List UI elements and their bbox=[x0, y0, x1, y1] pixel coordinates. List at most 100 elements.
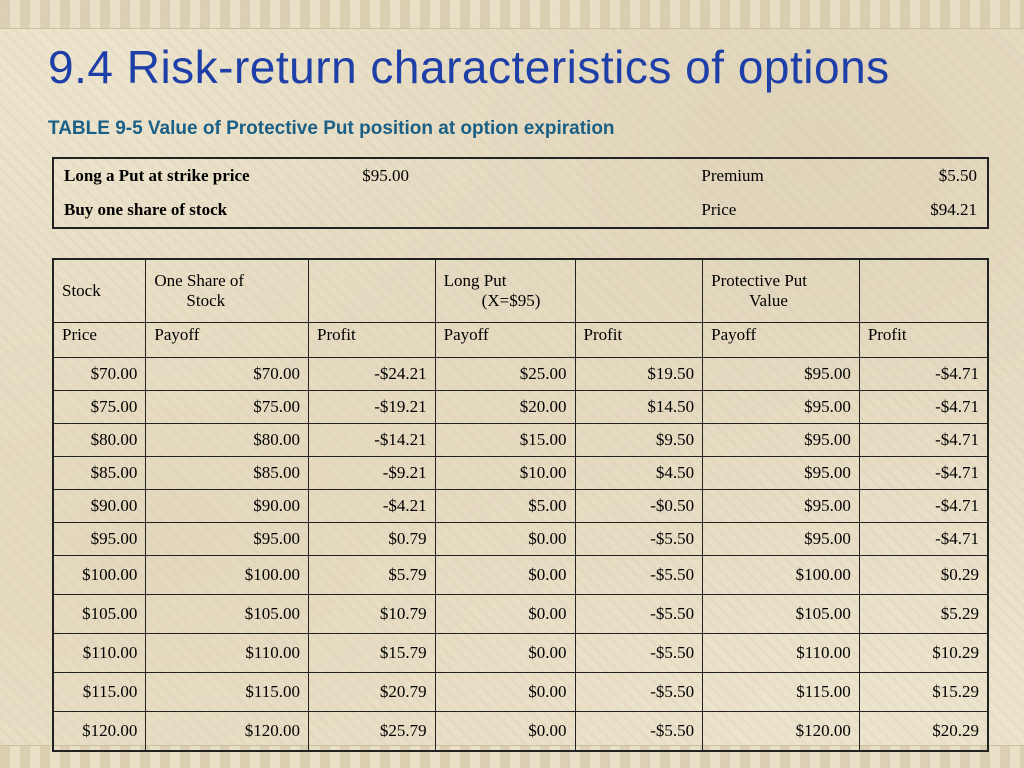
table-cell: -$4.71 bbox=[858, 357, 989, 391]
table-cell: $95.00 bbox=[52, 522, 147, 556]
header-empty-1 bbox=[307, 258, 436, 323]
header-protective-put-line1: Protective Put bbox=[711, 271, 808, 290]
table-row: $115.00 $115.00 $20.79 $0.00 -$5.50 $115.00 $1… bbox=[52, 672, 989, 712]
table-cell: $115.00 bbox=[52, 672, 147, 712]
table-cell: $115.00 bbox=[145, 672, 309, 712]
table-row: $85.00 $85.00 -$9.21 $10.00 $4.50 $95.00 -$4.7… bbox=[52, 456, 989, 490]
table-cell: $120.00 bbox=[52, 711, 147, 752]
table-cell: $90.00 bbox=[145, 489, 309, 523]
table-cell: $95.00 bbox=[145, 522, 309, 556]
table-cell: $20.29 bbox=[858, 711, 989, 752]
table-cell: $95.00 bbox=[702, 522, 860, 556]
table-cell: $105.00 bbox=[145, 594, 309, 634]
info-row-stock: Buy one share of stock Price $94.21 bbox=[53, 193, 988, 228]
col-header-put-profit: Profit bbox=[574, 322, 704, 358]
table-cell: $95.00 bbox=[702, 489, 860, 523]
table-cell: -$19.21 bbox=[307, 390, 436, 424]
table-cell: $100.00 bbox=[52, 555, 147, 595]
table-cell: $85.00 bbox=[52, 456, 147, 490]
header-protective-put: Protective Put Value bbox=[702, 258, 860, 323]
header-protective-put-line2: Value bbox=[749, 291, 788, 310]
table-cell: $95.00 bbox=[702, 357, 860, 391]
table-body: $70.00 $70.00 -$24.21 $25.00 $19.50 $95.00 -$4… bbox=[52, 357, 989, 752]
table-cell: $85.00 bbox=[145, 456, 309, 490]
table-cell: $5.79 bbox=[307, 555, 436, 595]
col-header-stock-profit: Profit bbox=[307, 322, 436, 358]
table-row: $70.00 $70.00 -$24.21 $25.00 $19.50 $95.00 -$4… bbox=[52, 357, 989, 391]
table-cell: $95.00 bbox=[702, 456, 860, 490]
header-one-share-line1: One Share of bbox=[154, 271, 245, 290]
table-row: $105.00 $105.00 $10.79 $0.00 -$5.50 $105.00 $5… bbox=[52, 594, 989, 634]
table-cell: -$0.50 bbox=[574, 489, 704, 523]
table-row: $120.00 $120.00 $25.79 $0.00 -$5.50 $120.00 $2… bbox=[52, 711, 989, 752]
table-cell: $90.00 bbox=[52, 489, 147, 523]
table-cell: -$5.50 bbox=[574, 594, 704, 634]
table-cell: $70.00 bbox=[52, 357, 147, 391]
table-cell: $75.00 bbox=[145, 390, 309, 424]
header-long-put-line1: Long Put bbox=[443, 271, 507, 290]
col-header-put-payoff: Payoff bbox=[434, 322, 576, 358]
col-header-pp-profit: Profit bbox=[858, 322, 989, 358]
premium-label: Premium bbox=[701, 166, 764, 185]
table-cell: $10.00 bbox=[434, 456, 576, 490]
table-cell: $115.00 bbox=[702, 672, 860, 712]
table-cell: -$4.71 bbox=[858, 423, 989, 457]
table-row: $110.00 $110.00 $15.79 $0.00 -$5.50 $110.00 $1… bbox=[52, 633, 989, 673]
table-cell: $120.00 bbox=[702, 711, 860, 752]
slide-title: 9.4 Risk-return characteristics of optio… bbox=[48, 41, 890, 93]
header-stock: Stock bbox=[52, 258, 147, 323]
put-strike-label: Long a Put at strike price bbox=[64, 166, 250, 185]
table-cell: $15.00 bbox=[434, 423, 576, 457]
table-cell: -$4.71 bbox=[858, 456, 989, 490]
table-cell: $105.00 bbox=[52, 594, 147, 634]
price-value: $94.21 bbox=[930, 200, 977, 219]
table-cell: $70.00 bbox=[145, 357, 309, 391]
table-cell: $25.79 bbox=[307, 711, 436, 752]
table-cell: -$5.50 bbox=[574, 555, 704, 595]
price-label: Price bbox=[701, 200, 737, 219]
header-row-groups: Stock One Share of Stock Long Put (X=$95… bbox=[52, 258, 989, 323]
table-row: $100.00 $100.00 $5.79 $0.00 -$5.50 $100.00 $0.… bbox=[52, 555, 989, 595]
table-cell: $25.00 bbox=[434, 357, 576, 391]
table-cell: -$5.50 bbox=[574, 522, 704, 556]
table-cell: -$4.21 bbox=[307, 489, 436, 523]
table-row: $95.00 $95.00 $0.79 $0.00 -$5.50 $95.00 -$4.71 bbox=[52, 522, 989, 556]
table-cell: $9.50 bbox=[574, 423, 704, 457]
table-cell: $110.00 bbox=[145, 633, 309, 673]
table-cell: $95.00 bbox=[702, 423, 860, 457]
header-one-share: One Share of Stock bbox=[145, 258, 309, 323]
table-cell: $105.00 bbox=[702, 594, 860, 634]
buy-stock-label: Buy one share of stock bbox=[64, 200, 228, 219]
table-cell: -$4.71 bbox=[858, 489, 989, 523]
table-cell: -$9.21 bbox=[307, 456, 436, 490]
table-cell: $20.00 bbox=[434, 390, 576, 424]
table-cell: -$5.50 bbox=[574, 672, 704, 712]
table-cell: -$5.50 bbox=[574, 633, 704, 673]
col-header-pp-payoff: Payoff bbox=[702, 322, 860, 358]
table-cell: $0.00 bbox=[434, 522, 576, 556]
table-cell: $10.79 bbox=[307, 594, 436, 634]
header-row-columns: Price Payoff Profit Payoff Profit Payoff… bbox=[52, 322, 989, 358]
table-cell: $100.00 bbox=[145, 555, 309, 595]
header-one-share-line2: Stock bbox=[186, 291, 226, 310]
protective-put-table: Stock One Share of Stock Long Put (X=$95… bbox=[52, 258, 989, 752]
table-cell: $120.00 bbox=[145, 711, 309, 752]
table-cell: $0.79 bbox=[307, 522, 436, 556]
table-cell: $15.79 bbox=[307, 633, 436, 673]
premium-value: $5.50 bbox=[938, 166, 977, 185]
table-cell: $110.00 bbox=[702, 633, 860, 673]
table-cell: $80.00 bbox=[145, 423, 309, 457]
put-strike-value: $95.00 bbox=[362, 166, 410, 185]
table-cell: $110.00 bbox=[52, 633, 147, 673]
table-cell: -$14.21 bbox=[307, 423, 436, 457]
table-caption: TABLE 9-5 Value of Protective Put positi… bbox=[48, 118, 615, 139]
table-cell: -$4.71 bbox=[858, 390, 989, 424]
decorative-top-border bbox=[0, 0, 1024, 29]
header-empty-2 bbox=[574, 258, 704, 323]
table-cell: -$4.71 bbox=[858, 522, 989, 556]
empty-cell bbox=[352, 193, 691, 228]
table-cell: $15.29 bbox=[858, 672, 989, 712]
table-cell: -$24.21 bbox=[307, 357, 436, 391]
table-cell: $95.00 bbox=[702, 390, 860, 424]
table-cell: $0.00 bbox=[434, 711, 576, 752]
